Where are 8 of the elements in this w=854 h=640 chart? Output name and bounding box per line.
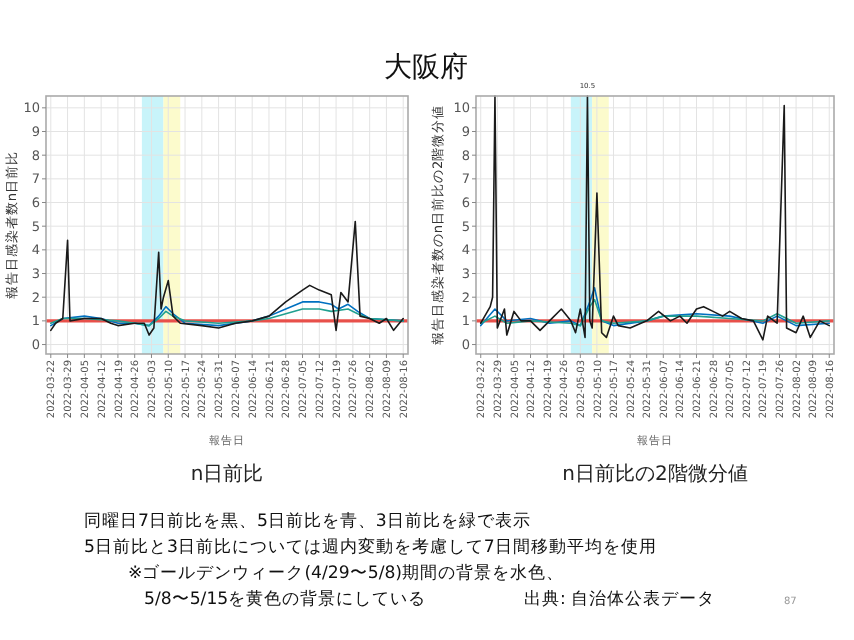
text: 5/8〜5/15を黄色の背景にしている — [144, 588, 427, 610]
text: n日前比の2階微分値 — [562, 462, 748, 486]
chart-title: 大阪府 — [384, 52, 468, 84]
text: n日前比 — [190, 462, 264, 486]
text: ※ゴールデンウィーク(4/29〜5/8)期間の背景を水色、 — [128, 562, 565, 584]
source-note: 出典: 自治体公表データ — [524, 588, 716, 610]
text: 5日前比と3日前比については週内変動を考慮して7日間移動平均を使用 — [84, 536, 657, 558]
text: 同曜日7日前比を黒、5日前比を青、3日前比を緑で表示 — [84, 510, 531, 532]
